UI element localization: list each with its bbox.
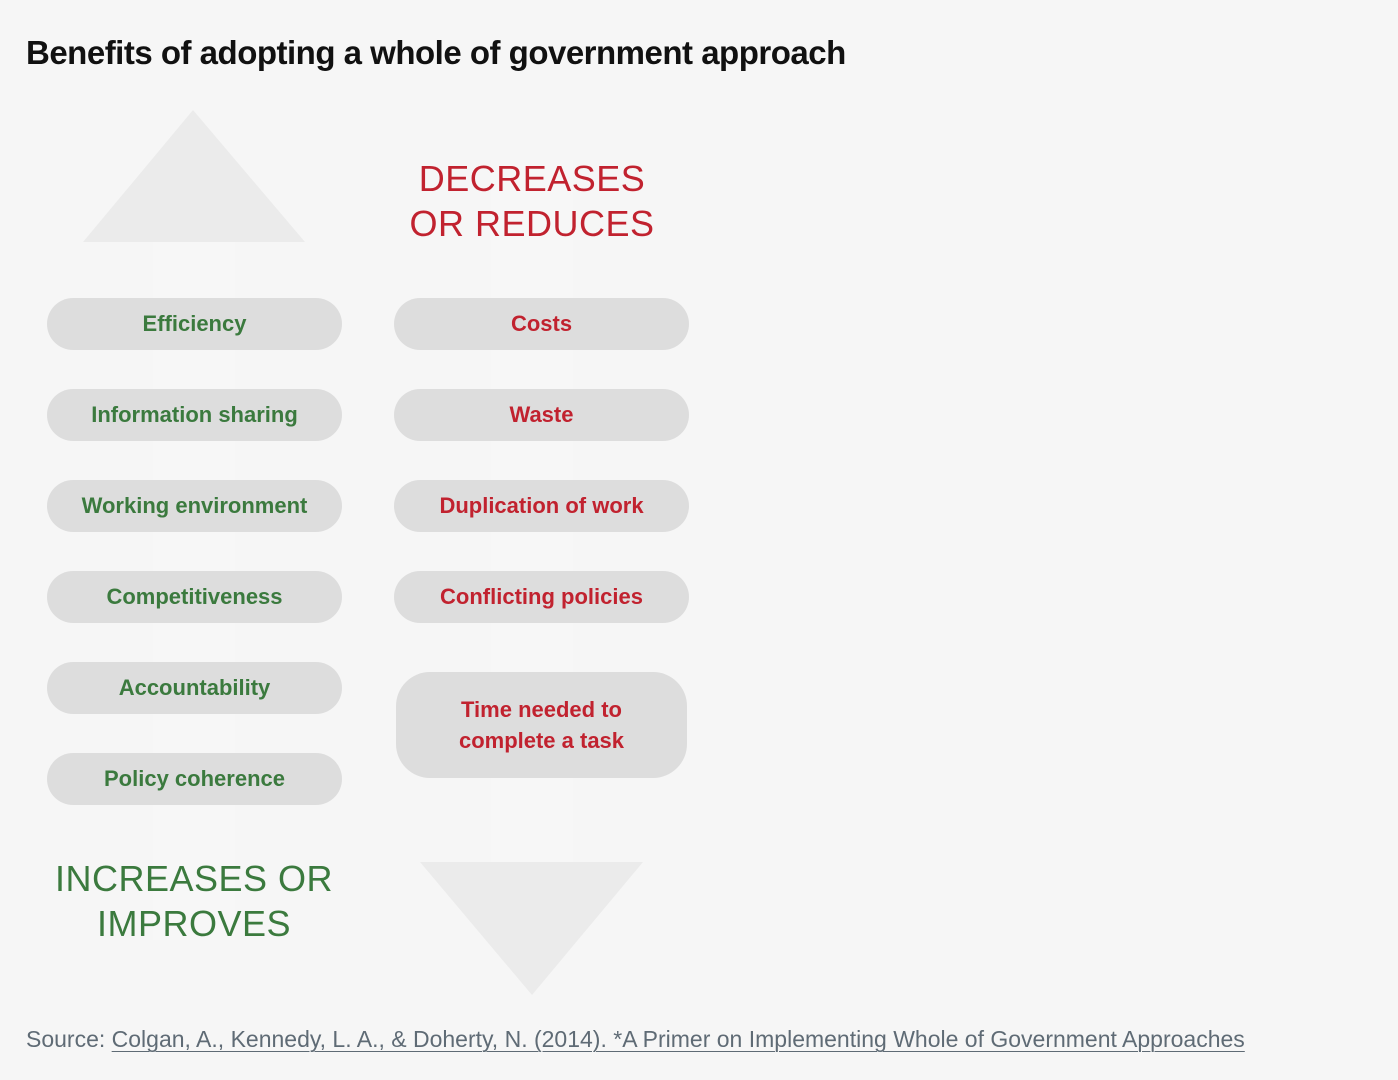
decrease-item-conflicting-policies: Conflicting policies — [394, 571, 689, 623]
decreases-heading: DECREASES OR REDUCES — [392, 156, 672, 246]
decrease-item-time-needed-line1: Time needed to — [461, 697, 622, 722]
decrease-item-duplication-of-work: Duplication of work — [394, 480, 689, 532]
increase-item-information-sharing: Information sharing — [47, 389, 342, 441]
decrease-item-time-needed: Time needed to complete a task — [396, 672, 687, 778]
source-link[interactable]: Colgan, A., Kennedy, L. A., & Doherty, N… — [111, 1026, 1245, 1052]
source-label: Source: — [26, 1026, 106, 1052]
decreases-heading-line2: OR REDUCES — [409, 203, 655, 244]
source-citation: Source: Colgan, A., Kennedy, L. A., & Do… — [26, 1026, 1245, 1053]
decrease-item-costs: Costs — [394, 298, 689, 350]
increases-heading-line1: INCREASES OR — [54, 858, 334, 899]
increase-item-accountability: Accountability — [47, 662, 342, 714]
increases-heading: INCREASES OR IMPROVES — [44, 856, 344, 946]
increase-item-working-environment: Working environment — [47, 480, 342, 532]
decrease-item-time-needed-line2: complete a task — [458, 728, 625, 753]
increases-heading-line2: IMPROVES — [96, 903, 292, 944]
increase-item-policy-coherence: Policy coherence — [47, 753, 342, 805]
increase-item-efficiency: Efficiency — [47, 298, 342, 350]
decrease-item-waste: Waste — [394, 389, 689, 441]
decreases-heading-line1: DECREASES — [418, 158, 646, 199]
page-title: Benefits of adopting a whole of governme… — [26, 34, 846, 71]
increase-item-competitiveness: Competitiveness — [47, 571, 342, 623]
